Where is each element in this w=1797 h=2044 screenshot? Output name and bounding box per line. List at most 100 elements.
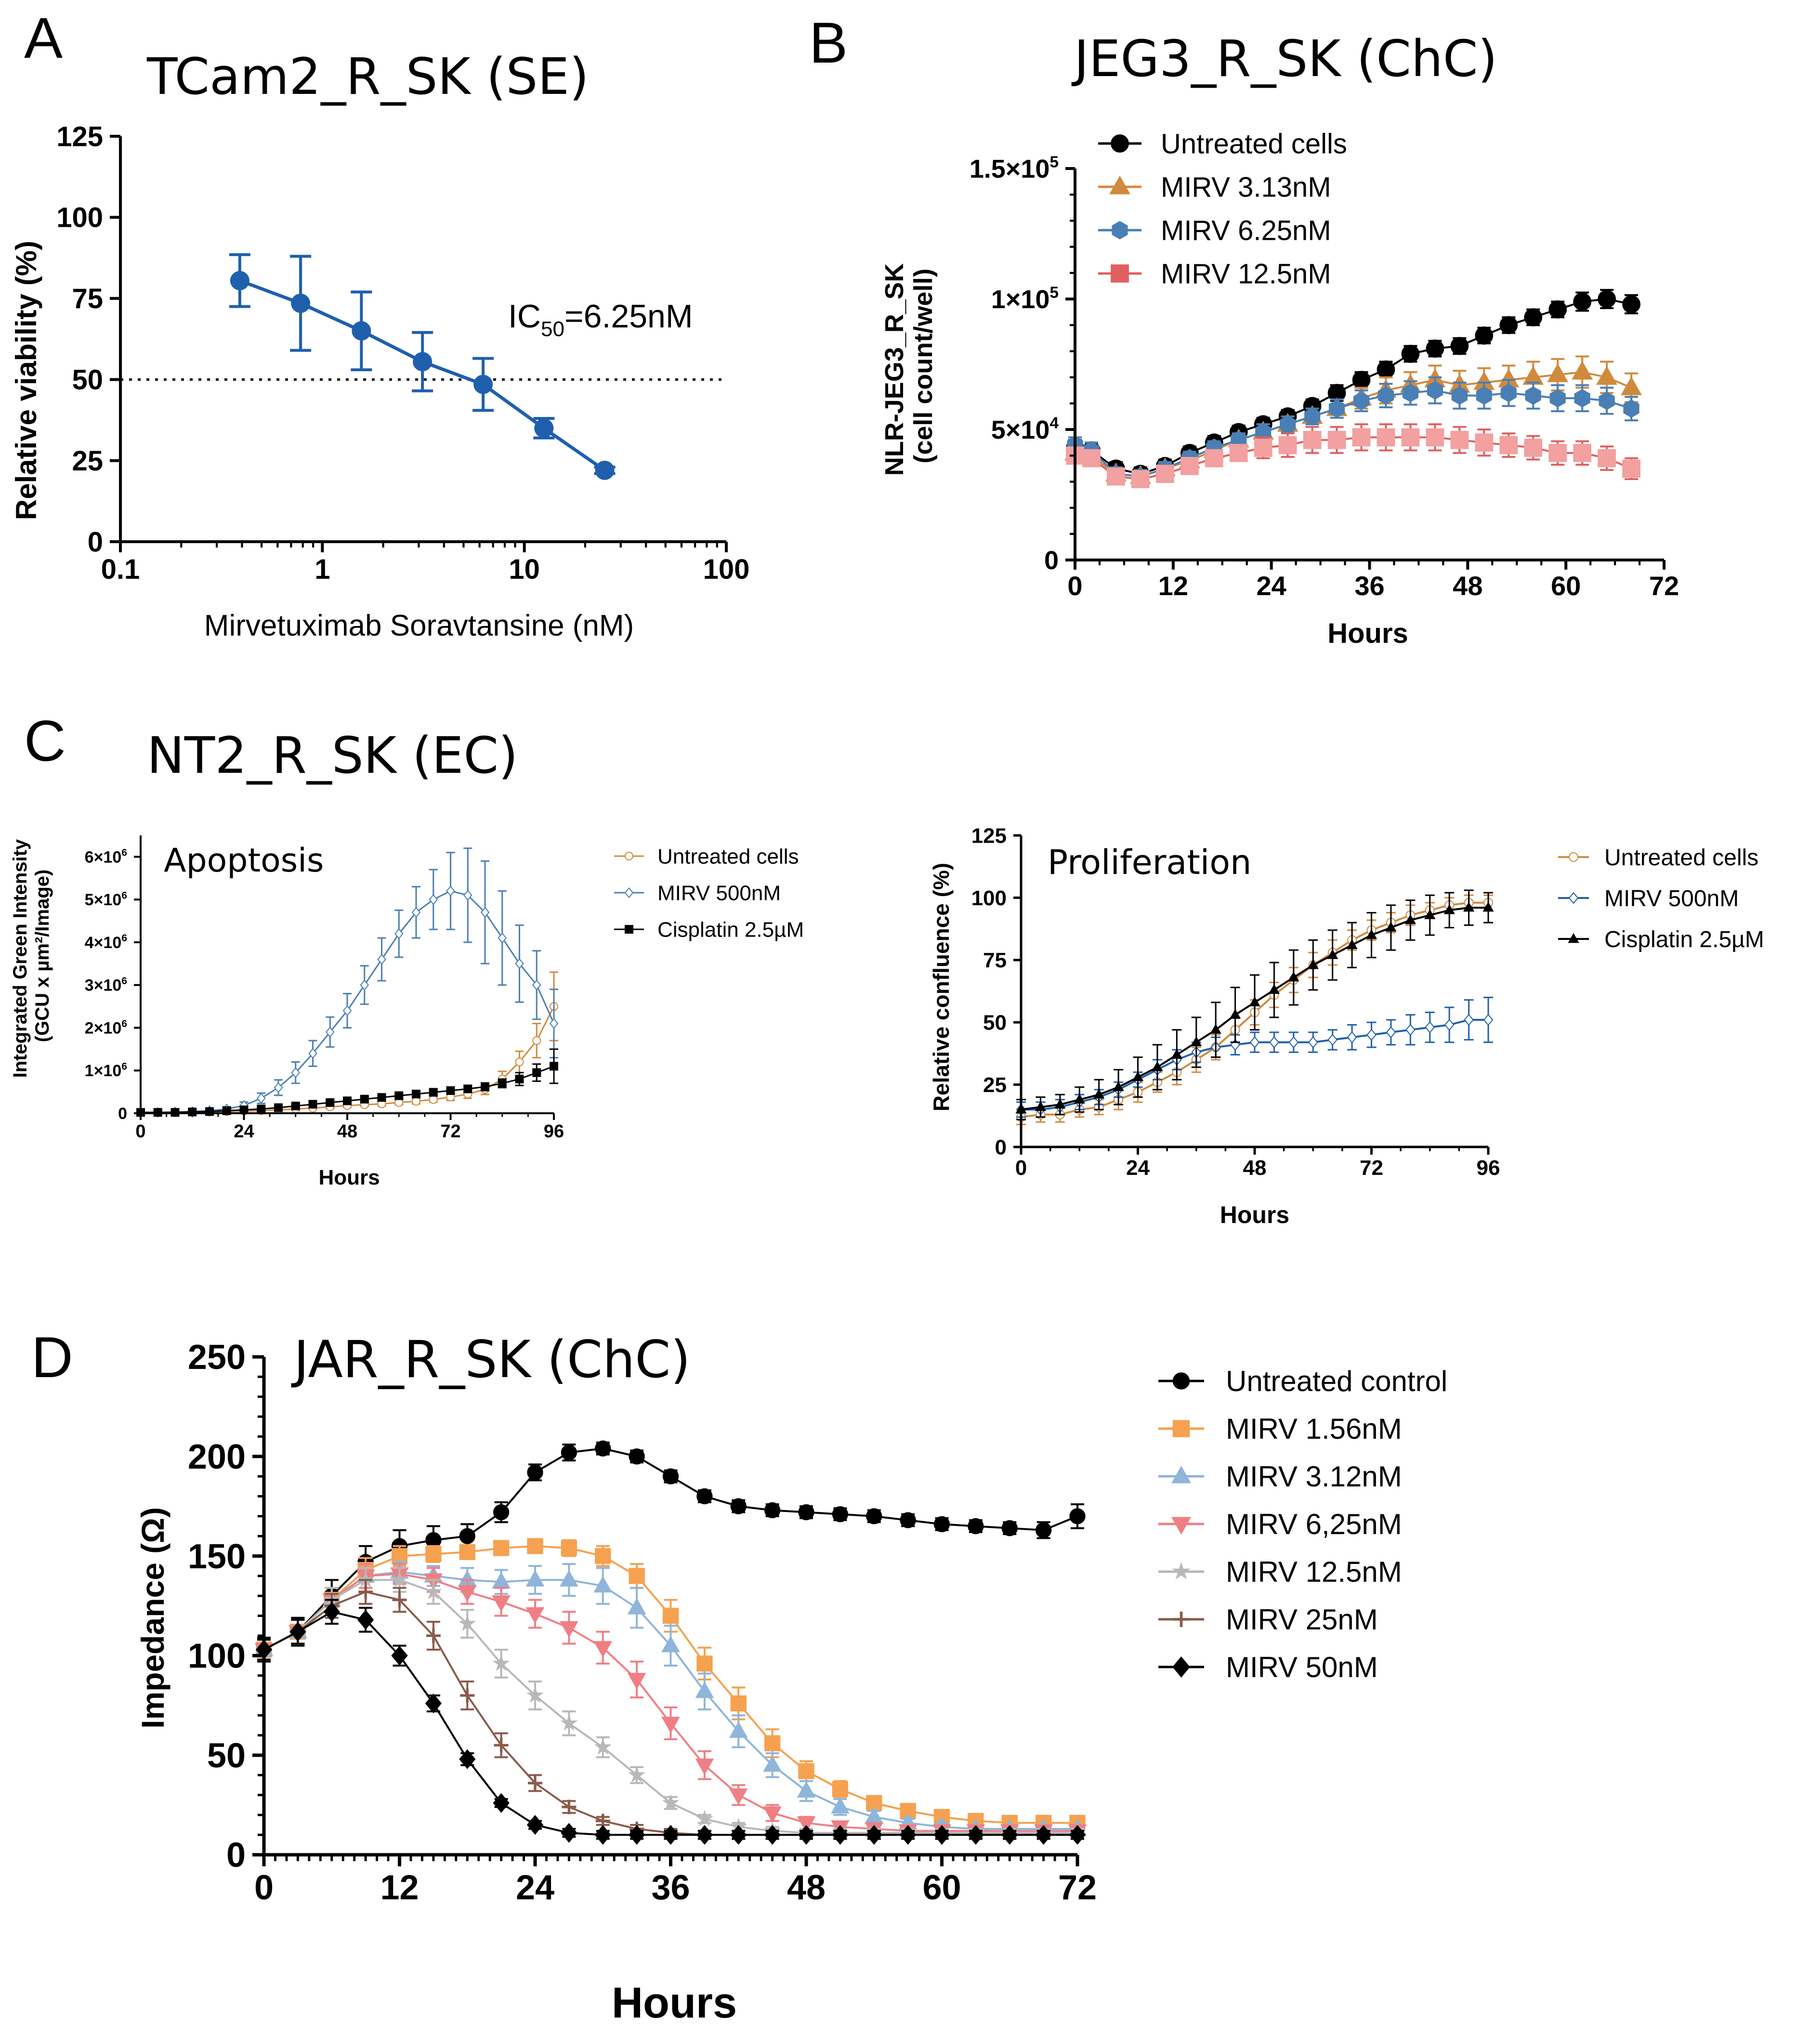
data-point [534, 418, 554, 438]
panel-c-title: NT2_R_SK (EC) [147, 726, 518, 785]
data-point [425, 1693, 442, 1714]
y-tick-label-base: 5×10 [991, 416, 1050, 444]
x-tick-label: 72 [1649, 571, 1679, 601]
data-point [1572, 361, 1593, 380]
data-point [561, 1540, 577, 1556]
data-point [291, 1101, 300, 1110]
y-tick-label: 0 [88, 526, 103, 558]
data-point [1327, 949, 1338, 959]
data-point [459, 1544, 475, 1560]
y-tick-label-base: 1×10 [85, 1062, 122, 1080]
series-line [1075, 298, 1632, 475]
data-point [560, 1570, 578, 1587]
data-point [1328, 399, 1345, 418]
y-tick-label: 125 [971, 824, 1007, 847]
data-point [343, 1096, 352, 1106]
y-tick-label: 250 [188, 1338, 246, 1377]
data-point [595, 460, 615, 480]
data-point [1377, 386, 1394, 405]
data-point [391, 1645, 408, 1666]
data-point [562, 1799, 577, 1814]
data-point [1269, 1036, 1279, 1048]
data-point [1483, 1014, 1494, 1026]
chart-a-axes: 0.1 1 10 100 0 25 50 75 100 125 [56, 121, 749, 585]
legend-marker [1109, 175, 1130, 195]
data-point [1249, 1036, 1260, 1048]
data-point [473, 375, 493, 394]
data-point [532, 979, 541, 990]
legend-label: MIRV 500nM [657, 881, 781, 905]
chart-d-x-axis-label: Hours [612, 1979, 737, 2027]
y-tick-label: 25 [983, 1073, 1007, 1097]
data-point [831, 1797, 850, 1814]
y-tick-label: 2×106 [85, 1018, 127, 1038]
data-point [1622, 295, 1640, 313]
data-point [1278, 436, 1297, 455]
data-point [492, 1595, 511, 1612]
data-point [696, 1488, 713, 1505]
x-tick-label: 10 [509, 554, 540, 585]
data-point [1308, 1036, 1318, 1048]
data-point [797, 1781, 816, 1798]
data-point [1573, 292, 1592, 311]
data-point [459, 1749, 476, 1770]
y-tick-label-exponent: 5 [1049, 153, 1059, 171]
data-point [1499, 316, 1518, 335]
data-point [1327, 430, 1346, 449]
legend-marker [1173, 1612, 1189, 1627]
data-point [498, 1079, 507, 1088]
data-point [1475, 326, 1494, 345]
data-point [1288, 971, 1299, 982]
data-point [493, 1793, 510, 1813]
y-tick-label: 6×106 [85, 847, 127, 867]
panel-letter-a: A [24, 6, 63, 70]
data-point [527, 1464, 543, 1481]
x-tick-label: 72 [1360, 1156, 1383, 1180]
data-point [274, 1082, 283, 1093]
x-tick-label: 72 [1058, 1868, 1097, 1907]
y-tick-label: 0 [1044, 546, 1059, 575]
data-point [696, 1655, 713, 1672]
y-tick-label-exponent: 4 [1049, 414, 1059, 432]
data-point [525, 1607, 545, 1624]
data-point [967, 1825, 984, 1845]
legend-item-untreated-cells: Untreated cells [1558, 845, 1758, 871]
x-tick-label: 24 [1126, 1156, 1150, 1180]
data-point [933, 1825, 950, 1845]
data-point [352, 321, 371, 341]
data-point [1069, 1825, 1086, 1845]
data-point [458, 1585, 477, 1602]
data-point [696, 1825, 713, 1845]
data-point [205, 1107, 214, 1116]
series-mirv-12-5nm [1066, 423, 1640, 488]
x-tick-label: 96 [1477, 1156, 1500, 1180]
chart-a: 0.1 1 10 100 0 25 50 75 100 125 Relative viabilit… [10, 121, 749, 642]
legend-marker [1111, 264, 1129, 283]
data-point [230, 271, 249, 290]
data-point [412, 1090, 420, 1099]
series-mirv-50nm [255, 1599, 1086, 1845]
data-point [492, 1654, 510, 1671]
data-point [1366, 1029, 1377, 1041]
data-point [1288, 1036, 1299, 1048]
data-point [289, 1622, 306, 1642]
chart-c-apoptosis-y-axis-label: Integrated Green Intensity (GCU x µm²/Im… [10, 834, 53, 1078]
chart-a-y-axis-label: Relative viability (%) [10, 241, 42, 520]
data-point [968, 1518, 984, 1535]
data-point [1365, 929, 1377, 939]
data-point [526, 1815, 544, 1835]
data-point [460, 1688, 475, 1703]
data-point [662, 1794, 680, 1810]
y-tick-label: 50 [983, 1011, 1007, 1035]
legend-marker [1171, 1466, 1192, 1484]
chart-b-plot [1064, 289, 1642, 488]
data-point [1463, 901, 1475, 912]
legend-marker [1171, 1517, 1192, 1535]
data-point [1405, 1024, 1416, 1036]
data-point [392, 1592, 407, 1607]
legend-label: MIRV 500nM [1604, 886, 1739, 911]
legend-marker [1568, 933, 1579, 943]
chart-c-proliferation-legend: Untreated cells MIRV 500nM Cisplatin 2.5µM [1558, 845, 1764, 952]
